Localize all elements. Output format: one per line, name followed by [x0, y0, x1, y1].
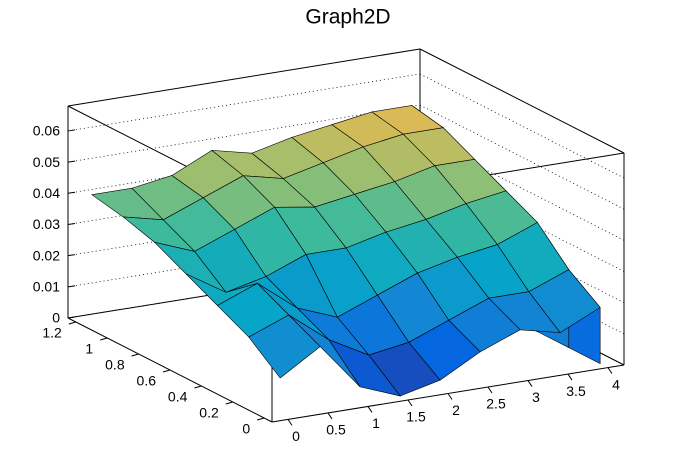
y-tick-label: 1.2: [42, 325, 62, 341]
y-tick: [68, 321, 76, 325]
y-tick: [194, 385, 202, 389]
x-tick: [607, 367, 613, 374]
x-tick-label: 0: [292, 428, 300, 444]
z-tick-label: 0.04: [33, 185, 60, 201]
y-tick: [225, 401, 233, 405]
y-tick-label: 0.6: [137, 373, 157, 389]
x-tick-label: 3: [532, 389, 540, 405]
x-tick: [407, 399, 413, 407]
y-tick-label: 0: [242, 421, 250, 437]
x-tick: [527, 380, 533, 387]
x-tick-label: 1: [372, 415, 380, 431]
y-tick: [162, 369, 171, 373]
z-tick-label: 0.02: [33, 247, 60, 263]
chart-title: Graph2D: [305, 6, 390, 29]
y-tick-label: 0.2: [199, 405, 219, 421]
x-tick: [487, 386, 493, 394]
z-tick-label: 0.01: [33, 279, 60, 295]
y-tick: [131, 353, 139, 357]
z-tick: [67, 222, 76, 225]
z-tick-label: 0.03: [33, 216, 60, 232]
box-edge: [67, 48, 421, 107]
z-tick: [67, 191, 76, 194]
y-tick-label: 1: [85, 341, 93, 357]
y-tick-label: 0.4: [168, 389, 188, 405]
x-tick: [447, 393, 453, 400]
z-tick: [67, 160, 76, 163]
z-tick-label: 0.05: [33, 154, 60, 170]
z-tick: [67, 254, 76, 257]
z-tick-label: 0: [52, 310, 60, 326]
y-tick-label: 0.8: [105, 357, 125, 373]
x-tick: [327, 412, 333, 420]
x-tick-label: 3.5: [566, 383, 586, 399]
x-tick: [287, 419, 293, 426]
z-tick-label: 0.06: [33, 123, 60, 139]
x-tick-label: 4: [612, 376, 620, 392]
z-tick: [67, 316, 76, 319]
x-tick-label: 0.5: [326, 422, 346, 438]
box-edge: [419, 48, 625, 154]
surface-patch: [248, 314, 321, 379]
y-tick: [100, 337, 108, 341]
x-tick-label: 1.5: [406, 409, 426, 425]
x-tick: [567, 373, 573, 381]
x-tick-label: 2: [452, 402, 460, 418]
y-tick: [257, 417, 265, 421]
x-tick-label: 2.5: [486, 396, 506, 412]
x-tick: [367, 406, 373, 413]
z-tick: [67, 285, 76, 288]
z-tick: [67, 129, 76, 132]
